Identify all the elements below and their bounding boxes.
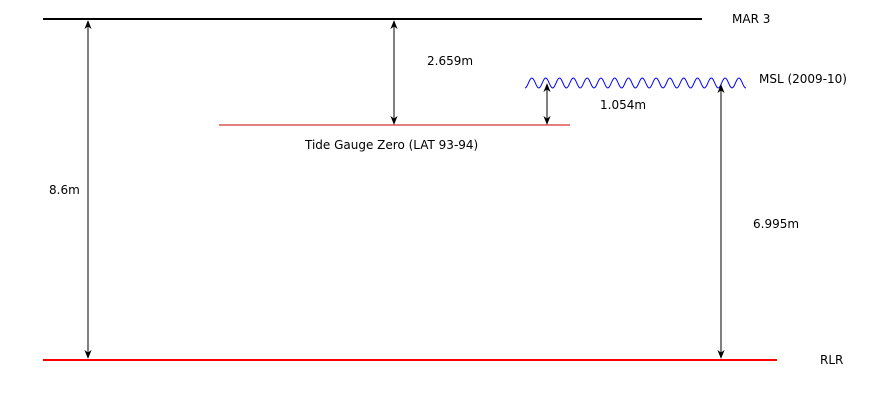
msl-label: MSL (2009-10) xyxy=(759,72,847,86)
mar3-to-rlr-distance: 8.6m xyxy=(49,183,80,197)
tide-gauge-zero-label: Tide Gauge Zero (LAT 93-94) xyxy=(304,138,478,152)
rlr-to-msl-distance: 6.995m xyxy=(753,217,799,231)
mar3-to-tide-gauge-zero-distance: 2.659m xyxy=(427,54,473,68)
tide-gauge-zero-to-msl-distance: 1.054m xyxy=(600,98,646,112)
mar3-label: MAR 3 xyxy=(732,12,770,26)
rlr-label: RLR xyxy=(820,353,843,367)
msl-level-wave xyxy=(524,77,747,89)
